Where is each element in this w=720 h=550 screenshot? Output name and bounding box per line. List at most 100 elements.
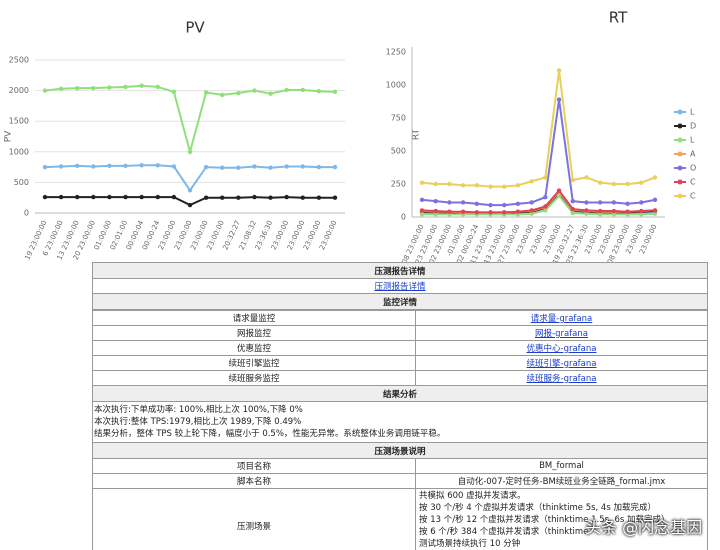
point: [187, 188, 193, 193]
point: [107, 163, 112, 169]
point: [42, 194, 48, 200]
point: [447, 200, 452, 205]
point: [155, 194, 160, 200]
point: [139, 163, 144, 168]
point: [236, 165, 241, 170]
point: [460, 200, 466, 205]
point: [447, 209, 452, 214]
point: [529, 179, 534, 184]
point: [268, 195, 273, 200]
point: [284, 164, 289, 169]
point: [332, 164, 338, 170]
section-header: 压测场景说明: [92, 443, 708, 459]
link[interactable]: 压测报告详情: [374, 282, 426, 292]
point: [155, 163, 160, 168]
point: [584, 200, 589, 205]
cell: 脚本名称: [93, 474, 416, 488]
point: [474, 201, 480, 206]
point: [556, 97, 562, 102]
cell: 续班服务-grafana: [416, 372, 707, 384]
point: [515, 201, 521, 206]
point: [300, 195, 305, 200]
row: 网报监控 网报-grafana: [92, 326, 708, 341]
link[interactable]: 网报-grafana: [535, 329, 588, 339]
point: [58, 164, 64, 169]
point: [529, 208, 534, 213]
y-tick-label: 1000: [9, 147, 29, 156]
point: [252, 88, 257, 93]
cell: 请求量-grafana: [416, 312, 707, 324]
point: [652, 211, 658, 216]
point: [187, 149, 193, 154]
legend-label: C: [690, 178, 696, 187]
point: [597, 208, 603, 214]
scene-line: 按 13 个/秒 12 个虚拟并发请求（thinktime 1.5s, 6s 加…: [419, 515, 670, 525]
section-header: 结果分析: [92, 386, 708, 402]
point: [419, 197, 425, 203]
point: [502, 184, 507, 189]
point: [543, 195, 548, 200]
y-tick-label: 2500: [9, 56, 29, 65]
series-line: [421, 70, 656, 188]
point: [75, 85, 80, 91]
point: [107, 85, 112, 90]
point: [107, 194, 112, 200]
link[interactable]: 优惠中心-grafana: [526, 344, 597, 354]
point: [543, 175, 548, 180]
point: [639, 200, 644, 205]
legend-label: O: [690, 164, 696, 173]
point: [284, 194, 289, 200]
point: [515, 183, 521, 188]
legend-swatch: [677, 179, 683, 185]
point: [543, 204, 548, 209]
legend-swatch: [677, 123, 683, 129]
point: [433, 198, 438, 204]
series-line: [44, 84, 336, 156]
row: 项目名称 BM_formal: [92, 459, 708, 474]
point: [433, 181, 438, 187]
point: [460, 183, 466, 188]
cell: 网报-grafana: [416, 327, 707, 339]
point: [433, 208, 438, 214]
link[interactable]: 请求量-grafana: [530, 314, 593, 324]
point: [625, 181, 630, 187]
point: [543, 208, 548, 213]
cell: 请求量监控: [93, 311, 416, 325]
cell: 续班引擎-grafana: [416, 357, 707, 369]
analysis-line: 本次执行:下单成功率: 100%,相比上次 100%,下降 0%: [94, 405, 303, 415]
cell: 网报监控: [93, 326, 416, 340]
point: [187, 202, 193, 208]
point: [123, 194, 128, 200]
point: [529, 200, 534, 205]
point: [488, 202, 493, 208]
point: [171, 89, 177, 95]
point: [252, 164, 257, 169]
cell: 续班引擎监控: [93, 356, 416, 370]
link[interactable]: 续班引擎-grafana: [526, 359, 597, 369]
cell: 续班服务监控: [93, 371, 416, 385]
point: [639, 180, 644, 185]
analysis-line: 本次执行:整体 TPS:1979,相比上次 1989,下降 0.49%: [94, 417, 302, 427]
cell: 项目名称: [93, 459, 416, 473]
point: [171, 164, 177, 169]
point: [58, 194, 64, 200]
legend-swatch: [677, 165, 683, 171]
y-tick-label: 1000: [386, 81, 406, 90]
point: [447, 181, 452, 187]
point: [597, 180, 603, 185]
y-tick-label: 750: [391, 114, 406, 123]
legend-swatch: [677, 151, 683, 157]
point: [597, 200, 603, 205]
point: [203, 90, 209, 95]
y-axis-label: RT: [412, 128, 422, 140]
point: [220, 165, 225, 170]
point: [236, 90, 241, 96]
legend-swatch: [677, 193, 683, 199]
scene-line: 共模拟 600 虚拟并发请求。: [419, 491, 526, 501]
link[interactable]: 续班服务-grafana: [526, 374, 597, 384]
chart-title: PV: [185, 19, 205, 37]
point: [611, 181, 617, 187]
watermark: 头条 @闪念基因: [585, 518, 703, 537]
cell: 自动化-007-定时任务-BM续班业务全链路_formal.jmx: [457, 477, 666, 487]
